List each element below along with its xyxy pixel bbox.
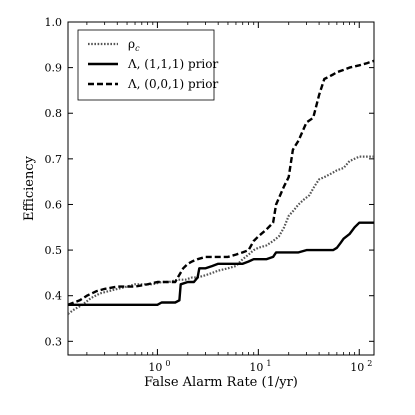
y-tick-label: 0.8	[45, 107, 63, 120]
y-tick-label: 0.4	[45, 290, 63, 303]
x-tick-label: 10	[148, 361, 162, 374]
x-tick-label: 10	[249, 361, 263, 374]
y-tick-label: 0.5	[45, 244, 63, 257]
y-tick-label: 0.9	[45, 62, 63, 75]
y-tick-label: 1.0	[45, 16, 63, 29]
y-tick-label: 0.3	[45, 335, 63, 348]
legend-label-3: Λ, (0,0,1) prior	[127, 77, 218, 91]
series-line-1	[68, 155, 374, 315]
x-tick-exponent: 1	[266, 359, 271, 368]
x-tick-exponent: 0	[165, 359, 170, 368]
y-tick-label: 0.6	[45, 198, 63, 211]
legend-label-2: Λ, (1,1,1) prior	[127, 57, 218, 71]
x-tick-label: 10	[350, 361, 364, 374]
series-line-2	[68, 221, 374, 306]
axes-group: 0.30.40.50.60.70.80.91.010 0 10 1 10 2	[45, 16, 374, 374]
series-group	[68, 59, 374, 315]
y-axis-label: Efficiency	[22, 155, 37, 221]
series-line-3	[68, 59, 374, 306]
x-axis-label: False Alarm Rate (1/yr)	[144, 375, 298, 390]
x-tick-exponent: 2	[367, 359, 372, 368]
y-tick-label: 0.7	[45, 153, 63, 166]
